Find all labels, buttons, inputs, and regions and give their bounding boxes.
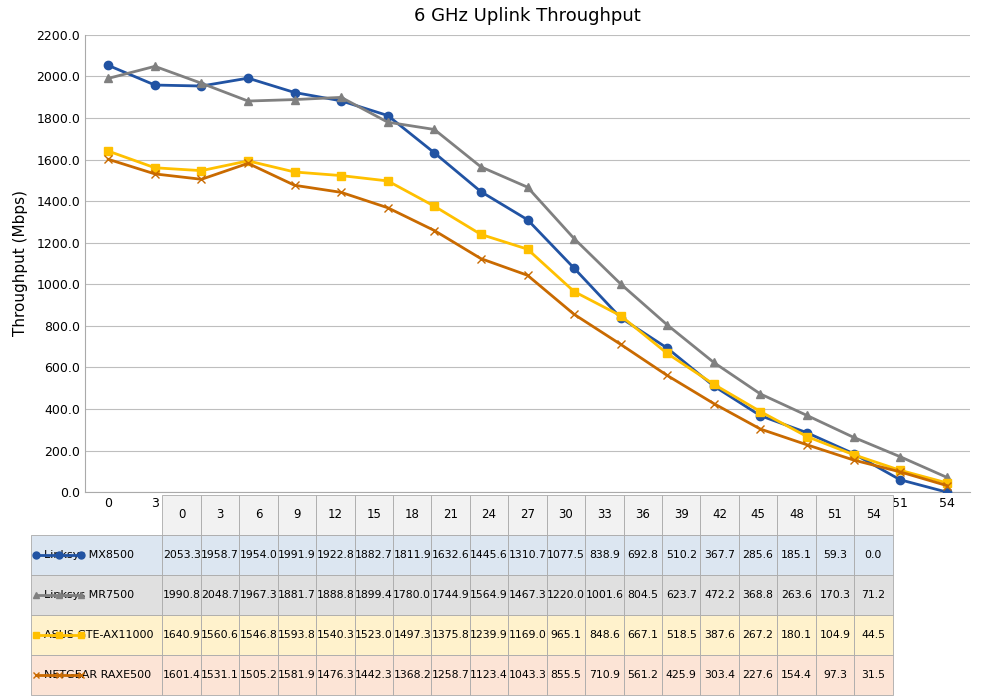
Linksys MX8500 [242, 74, 254, 82]
Linksys MX8500 [801, 429, 813, 437]
Line: Linksys MR7500: Linksys MR7500 [104, 62, 951, 482]
ASUS GTE-AX11000 [848, 450, 860, 459]
NETGEAR RAXE500 [102, 155, 114, 163]
NETGEAR RAXE500 [382, 204, 394, 212]
NETGEAR RAXE500 [289, 181, 301, 189]
NETGEAR RAXE500 [615, 340, 627, 348]
NETGEAR RAXE500 [428, 226, 440, 235]
Line: NETGEAR RAXE500: NETGEAR RAXE500 [104, 155, 951, 490]
Linksys MR7500 [708, 358, 720, 366]
Linksys MX8500 [428, 149, 440, 157]
Linksys MX8500 [568, 264, 580, 272]
Linksys MR7500 [289, 96, 301, 104]
Linksys MR7500 [894, 452, 906, 461]
Linksys MX8500 [708, 382, 720, 390]
ASUS GTE-AX11000 [382, 177, 394, 185]
NETGEAR RAXE500 [522, 271, 534, 279]
Linksys MX8500 [615, 313, 627, 322]
NETGEAR RAXE500 [242, 159, 254, 168]
Linksys MR7500 [568, 235, 580, 243]
Linksys MR7500 [941, 473, 953, 482]
Linksys MX8500 [894, 475, 906, 484]
Linksys MR7500 [382, 118, 394, 126]
ASUS GTE-AX11000 [708, 380, 720, 389]
NETGEAR RAXE500 [335, 188, 347, 197]
NETGEAR RAXE500 [195, 175, 207, 184]
ASUS GTE-AX11000 [894, 466, 906, 475]
Linksys MR7500 [754, 389, 766, 398]
Linksys MX8500 [149, 81, 161, 89]
ASUS GTE-AX11000 [428, 202, 440, 210]
Line: ASUS GTE-AX11000: ASUS GTE-AX11000 [104, 147, 951, 487]
Y-axis label: Throughput (Mbps): Throughput (Mbps) [13, 191, 28, 336]
Linksys MR7500 [242, 97, 254, 105]
Linksys MX8500 [102, 61, 114, 70]
Linksys MR7500 [335, 93, 347, 101]
Line: Linksys MX8500: Linksys MX8500 [104, 61, 951, 496]
X-axis label: Attenuation (dB): Attenuation (dB) [464, 519, 591, 533]
NETGEAR RAXE500 [568, 310, 580, 318]
NETGEAR RAXE500 [894, 468, 906, 476]
Linksys MX8500 [382, 112, 394, 120]
Linksys MR7500 [102, 74, 114, 82]
ASUS GTE-AX11000 [941, 479, 953, 487]
Linksys MX8500 [195, 82, 207, 90]
NETGEAR RAXE500 [149, 170, 161, 178]
Linksys MR7500 [475, 163, 487, 171]
NETGEAR RAXE500 [941, 482, 953, 490]
ASUS GTE-AX11000 [661, 349, 673, 357]
Linksys MR7500 [615, 280, 627, 288]
ASUS GTE-AX11000 [801, 432, 813, 440]
NETGEAR RAXE500 [661, 371, 673, 380]
ASUS GTE-AX11000 [195, 166, 207, 174]
Linksys MX8500 [848, 450, 860, 458]
NETGEAR RAXE500 [708, 399, 720, 408]
Linksys MR7500 [661, 320, 673, 329]
ASUS GTE-AX11000 [289, 168, 301, 176]
ASUS GTE-AX11000 [568, 288, 580, 296]
NETGEAR RAXE500 [848, 456, 860, 464]
ASUS GTE-AX11000 [475, 230, 487, 239]
ASUS GTE-AX11000 [615, 311, 627, 320]
ASUS GTE-AX11000 [149, 163, 161, 172]
Title: 6 GHz Uplink Throughput: 6 GHz Uplink Throughput [414, 7, 641, 25]
Linksys MR7500 [522, 183, 534, 191]
Linksys MR7500 [848, 433, 860, 442]
Linksys MR7500 [801, 411, 813, 419]
Linksys MX8500 [335, 96, 347, 105]
ASUS GTE-AX11000 [754, 408, 766, 416]
Linksys MX8500 [522, 216, 534, 224]
Linksys MX8500 [754, 412, 766, 420]
Linksys MX8500 [475, 188, 487, 196]
ASUS GTE-AX11000 [102, 147, 114, 155]
Linksys MX8500 [941, 488, 953, 496]
Linksys MX8500 [661, 344, 673, 352]
NETGEAR RAXE500 [801, 440, 813, 449]
ASUS GTE-AX11000 [335, 172, 347, 180]
ASUS GTE-AX11000 [242, 156, 254, 165]
Linksys MR7500 [149, 62, 161, 70]
Linksys MR7500 [195, 79, 207, 87]
Linksys MX8500 [289, 89, 301, 97]
Linksys MR7500 [428, 125, 440, 133]
NETGEAR RAXE500 [475, 255, 487, 263]
NETGEAR RAXE500 [754, 425, 766, 433]
ASUS GTE-AX11000 [522, 245, 534, 253]
